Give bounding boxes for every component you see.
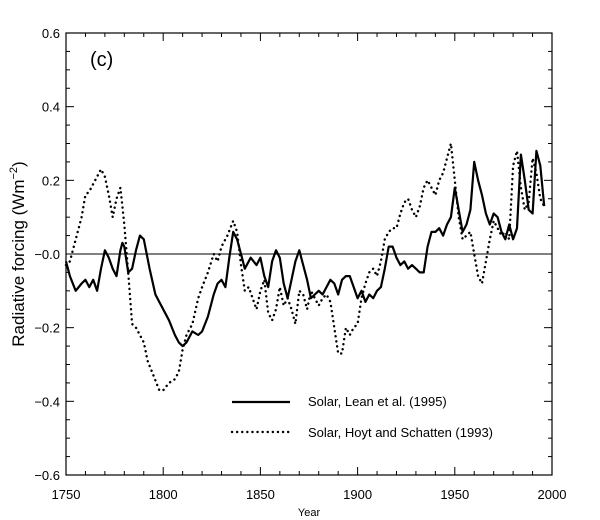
- series-line-hoyt: [64, 143, 546, 392]
- y-tick-label: −0.2: [34, 321, 60, 336]
- x-tick-label: 1850: [246, 487, 275, 502]
- y-tick-label: −0.4: [34, 394, 60, 409]
- y-tick-label: −0.0: [34, 247, 60, 262]
- x-tick-label: 2000: [538, 487, 567, 502]
- y-tick-label: 0.6: [42, 26, 60, 41]
- y-tick-label: −0.6: [34, 468, 60, 483]
- x-tick-label: 1750: [52, 487, 81, 502]
- x-tick-label: 1950: [440, 487, 469, 502]
- y-tick-label: 0.4: [42, 100, 60, 115]
- x-tick-label: 1900: [343, 487, 372, 502]
- legend-label-lean: Solar, Lean et al. (1995): [308, 394, 447, 409]
- series-line-lean: [64, 149, 546, 348]
- legend-label-hoyt: Solar, Hoyt and Schatten (1993): [308, 425, 493, 440]
- x-tick-label: 1800: [149, 487, 178, 502]
- legend: Solar, Lean et al. (1995) Solar, Hoyt an…: [230, 394, 493, 440]
- y-tick-label: 0.2: [42, 173, 60, 188]
- x-axis-title: Year: [298, 507, 321, 519]
- y-axis-title: Radiative forcing (Wm−2): [8, 161, 28, 346]
- panel-label: (c): [90, 49, 113, 71]
